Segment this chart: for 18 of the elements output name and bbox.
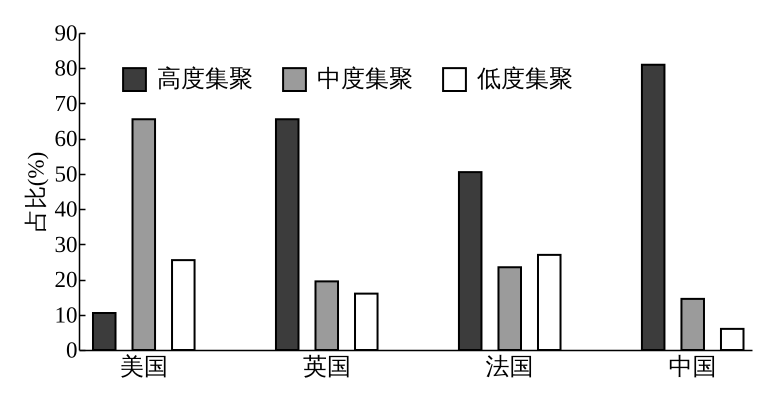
- x-tick-label: 美国: [120, 354, 168, 380]
- x-tick-label: 法国: [486, 354, 534, 380]
- y-tick-label: 90: [54, 20, 78, 46]
- y-tick-label: 80: [54, 56, 78, 81]
- y-tick-label: 30: [54, 232, 78, 257]
- y-tick-label: 50: [54, 161, 78, 186]
- x-tick-label: 中国: [668, 354, 717, 380]
- legend-label: 中度集聚: [317, 66, 413, 93]
- y-axis-title: 占比(%): [24, 152, 48, 232]
- legend-label: 低度集聚: [477, 66, 573, 93]
- y-tick-label: 40: [54, 196, 78, 222]
- y-tick-label: 20: [54, 267, 78, 292]
- legend-label: 高度集聚: [157, 66, 253, 93]
- y-tick-label: 0: [66, 338, 78, 362]
- y-tick-label: 70: [54, 90, 78, 116]
- y-tick-label: 10: [54, 302, 78, 328]
- y-tick-label: 60: [54, 126, 78, 152]
- x-tick-label: 英国: [302, 354, 351, 380]
